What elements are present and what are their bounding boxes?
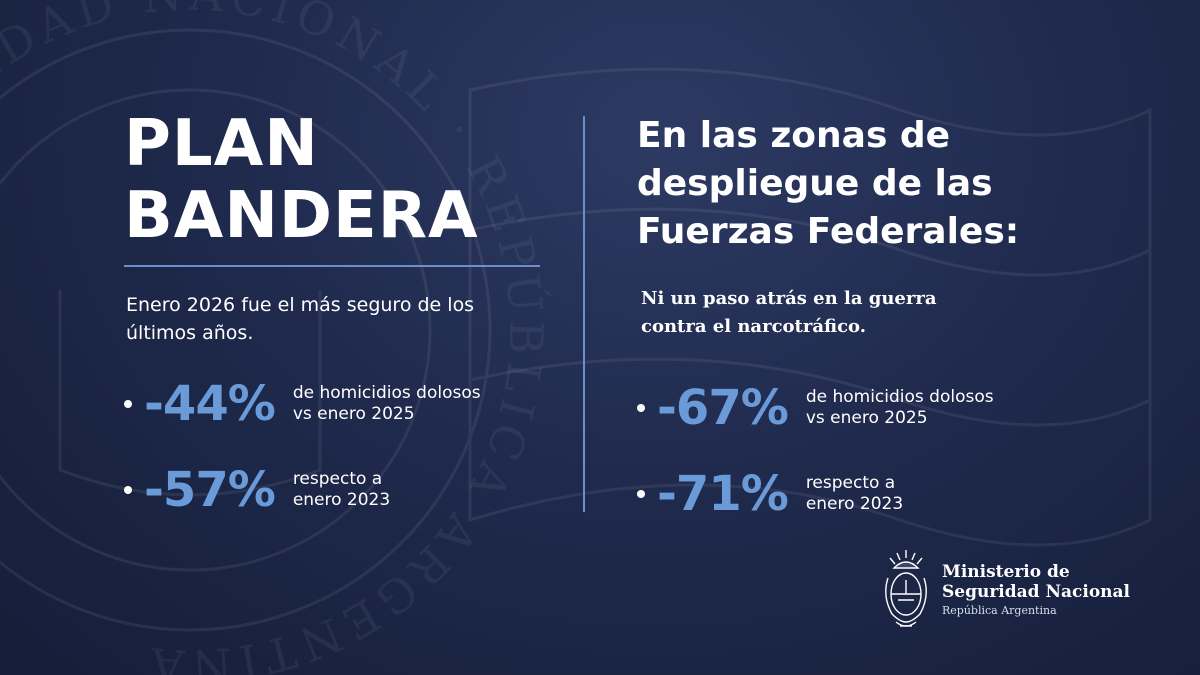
intro-text: Enero 2026 fue el más seguro de los últi… [126,294,475,344]
stat-description: de homicidios dolosos vs enero 2025 [806,387,994,429]
stat-value: -57% [144,462,276,518]
bullet-icon [637,404,645,412]
bullet-icon [124,400,132,408]
stat-description-line2: vs enero 2025 [292,404,415,424]
ministry-name-line2: Seguridad Nacional [942,582,1130,602]
stat-description-line1: respecto a [292,469,383,489]
slogan-quote-line1: Ni un paso atrás en la guerra [641,288,937,309]
plan-title-line2: BANDERA [124,179,479,253]
stat-value: -44% [144,376,276,432]
stat-description: respecto a enero 2023 [293,469,390,511]
title-divider [124,265,540,267]
stat-description-line1: de homicidios dolosos [805,387,994,407]
deployment-headline-line3: Fuerzas Federales: [637,211,1020,252]
deployment-headline: En las zonas de despliegue de las Fuerza… [637,112,1019,256]
stat-value: -67% [657,380,789,436]
stat-description-line1: respecto a [805,473,896,493]
deployment-headline-line2: despliegue de las [637,163,993,204]
stat-left-2: -57% respecto a enero 2023 [124,462,390,518]
stat-description-line2: enero 2023 [292,490,391,510]
plan-title-line1: PLAN [124,107,319,181]
country-name: República Argentina [942,604,1057,617]
slogan-quote-line2: contra el narcotráfico. [641,316,866,337]
bullet-icon [637,490,645,498]
stat-description-line2: vs enero 2025 [805,408,928,428]
stat-right-2: -71% respecto a enero 2023 [637,466,903,522]
ministry-logo: Ministerio de Seguridad Nacional Repúbli… [880,548,1130,634]
stat-description: de homicidios dolosos vs enero 2025 [293,383,481,425]
plan-title: PLAN BANDERA [124,108,479,252]
coat-of-arms-icon [885,550,927,627]
column-divider [583,116,585,512]
stat-description-line1: de homicidios dolosos [292,383,481,403]
ministry-name-line1: Ministerio de [942,562,1070,582]
stat-description: respecto a enero 2023 [806,473,903,515]
stat-value: -71% [657,466,789,522]
stat-left-1: -44% de homicidios dolosos vs enero 2025 [124,376,481,432]
stat-right-1: -67% de homicidios dolosos vs enero 2025 [637,380,994,436]
slogan-quote: Ni un paso atrás en la guerra contra el … [641,285,937,341]
ministry-name: Ministerio de Seguridad Nacional Repúbli… [942,562,1130,620]
stat-description-line2: enero 2023 [805,494,904,514]
deployment-headline-line1: En las zonas de [637,115,951,156]
bullet-icon [124,486,132,494]
